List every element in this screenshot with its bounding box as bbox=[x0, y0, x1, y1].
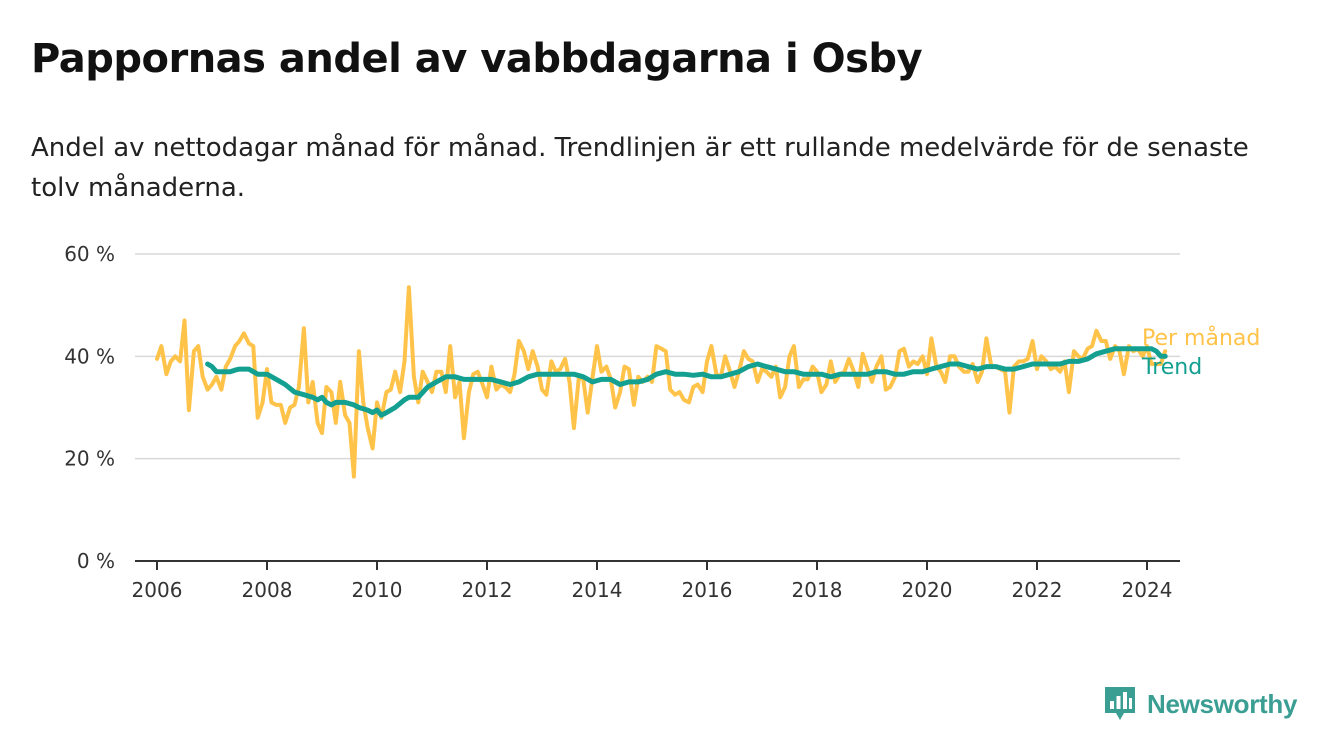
y-tick-label: 0 % bbox=[77, 549, 115, 573]
y-tick-label: 20 % bbox=[64, 447, 115, 471]
x-tick-label: 2024 bbox=[1122, 578, 1173, 602]
y-tick-label: 40 % bbox=[64, 344, 115, 368]
y-axis-labels: 0 % 20 % 40 % 60 % bbox=[64, 242, 115, 573]
chart-title: Pappornas andel av vabbdagarna i Osby bbox=[31, 36, 923, 82]
x-tick-label: 2022 bbox=[1012, 578, 1063, 602]
newsworthy-logo-icon bbox=[1105, 687, 1135, 720]
grid-lines bbox=[135, 253, 1180, 460]
x-tick-label: 2008 bbox=[242, 578, 293, 602]
series-line-trend bbox=[205, 346, 1168, 418]
x-tick-label: 2010 bbox=[352, 578, 403, 602]
legend-trend: Trend bbox=[1141, 355, 1202, 380]
x-tick-label: 2006 bbox=[132, 578, 183, 602]
brand-logo[interactable]: Newsworthy bbox=[1103, 684, 1297, 724]
legend-per-manad: Per månad bbox=[1142, 325, 1260, 351]
x-axis: 2006 2008 2010 2012 2014 2016 2018 2020 2022 2024 bbox=[132, 560, 1180, 602]
y-tick-label: 60 % bbox=[64, 242, 115, 266]
brand-name: Newsworthy bbox=[1147, 688, 1298, 719]
x-tick-label: 2016 bbox=[682, 578, 733, 602]
legend: Per månad Trend bbox=[1141, 325, 1260, 380]
series-line-per-manad bbox=[155, 285, 1168, 479]
x-tick-label: 2014 bbox=[572, 578, 623, 602]
x-tick-label: 2020 bbox=[902, 578, 953, 602]
x-tick-label: 2018 bbox=[792, 578, 843, 602]
chart-subtitle: Andel av nettodagar månad för månad. Tre… bbox=[31, 133, 1249, 203]
x-tick-label: 2012 bbox=[462, 578, 513, 602]
series-lines bbox=[155, 285, 1168, 479]
